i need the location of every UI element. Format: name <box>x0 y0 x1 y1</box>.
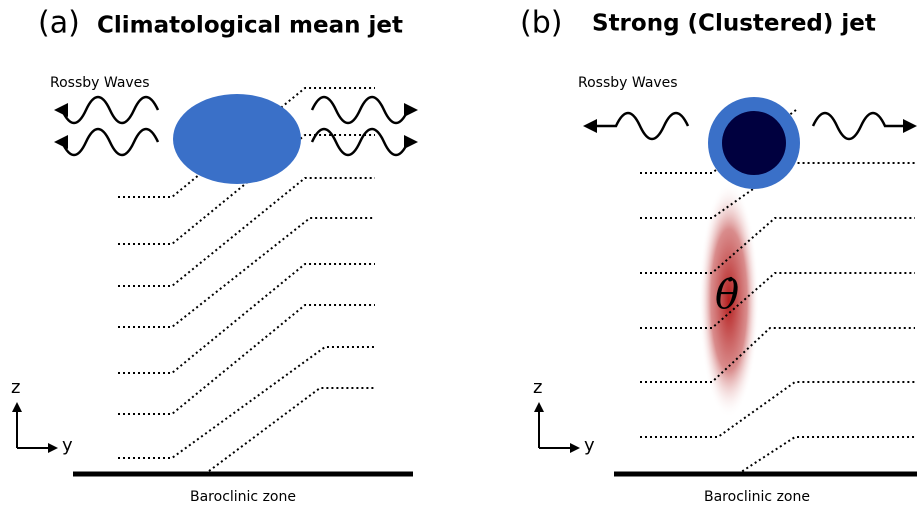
axes-icon <box>12 402 58 453</box>
panel-title: Climatological mean jet <box>97 13 403 39</box>
panel-title: Strong (Clustered) jet <box>592 11 876 37</box>
panel-label: (b) <box>520 6 562 41</box>
axis-y: y <box>584 435 595 456</box>
panel-a: (a) Climatological mean jet Rossby Waves <box>11 6 418 506</box>
wave-label: Rossby Waves <box>50 75 150 91</box>
panel-b: (b) Strong (Clustered) jet Rossby Waves … <box>520 6 917 506</box>
axis-z: z <box>11 377 20 398</box>
baseline-label: Baroclinic zone <box>190 489 296 505</box>
diagram: (a) Climatological mean jet Rossby Waves <box>0 0 918 508</box>
axis-y: y <box>62 435 73 456</box>
wave-label: Rossby Waves <box>578 75 678 91</box>
jet <box>173 94 301 184</box>
axes-icon <box>534 402 580 453</box>
heating-symbol: θ̇ <box>715 272 739 318</box>
jet-core <box>722 111 786 175</box>
baseline-label: Baroclinic zone <box>704 489 810 505</box>
axis-z: z <box>533 377 542 398</box>
panel-label: (a) <box>38 6 80 41</box>
